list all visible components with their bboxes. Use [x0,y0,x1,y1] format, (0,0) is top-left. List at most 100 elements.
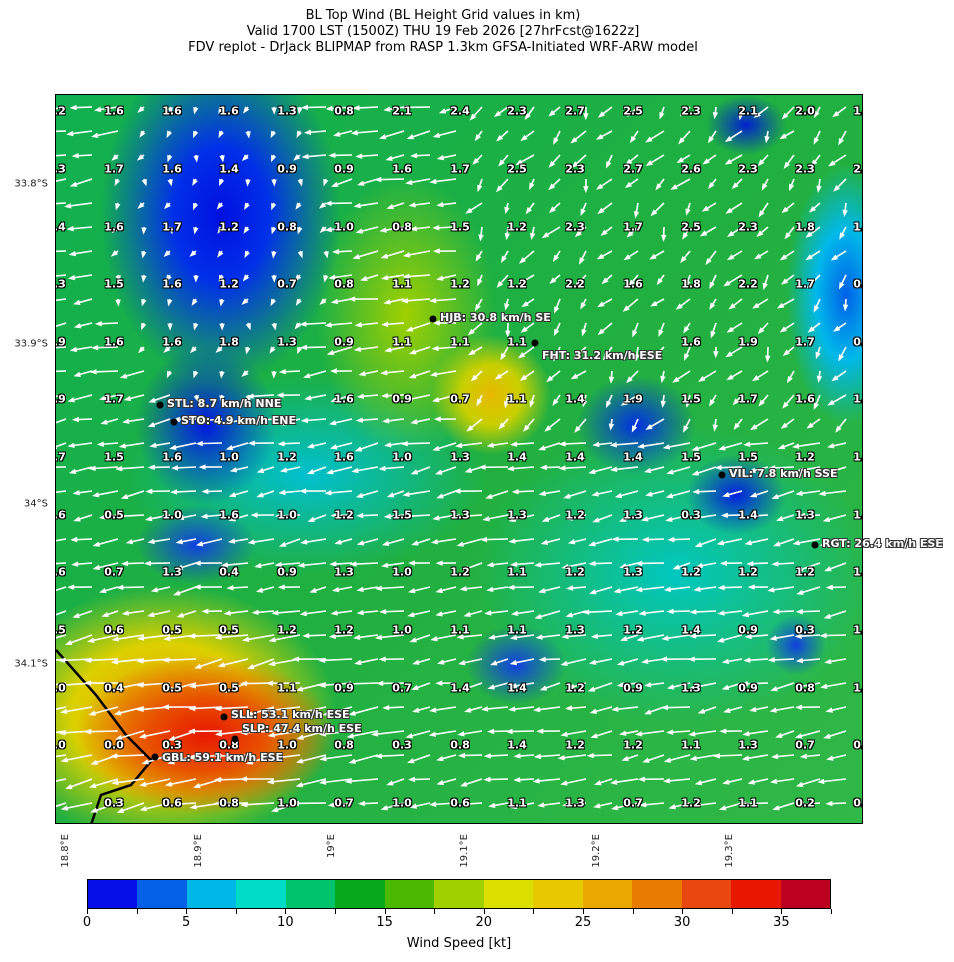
wind-arrow [271,178,277,187]
wind-arrow [400,104,431,111]
wind-arrow [323,274,329,283]
wind-arrow [374,585,405,592]
wind-arrow [301,104,327,111]
wind-arrow [138,346,145,354]
grid-value: 1.1 [507,623,527,637]
wind-arrow [271,274,277,283]
wind-arrow [303,370,327,379]
wind-arrow [838,130,847,146]
grid-value: 1.8 [795,220,815,234]
wind-arrow [167,154,173,163]
wind-arrow [73,514,93,522]
wind-arrow [724,154,743,165]
wind-arrow [428,730,457,737]
grid-value: 1.2 [277,623,297,637]
wind-arrow [382,418,405,424]
colorbar-tick [583,909,584,914]
wind-arrow [752,298,769,309]
wind-arrow [779,130,795,140]
wind-arrow [750,418,769,431]
grid-value: 0.9 [738,681,758,695]
grid-value: 2.3 [738,162,758,176]
wind-arrow [56,130,67,133]
wind-arrow [406,130,431,140]
wind-arrow [164,778,197,787]
wind-arrow [596,178,613,190]
wind-arrow [332,248,353,255]
wind-arrow [113,706,145,716]
wind-arrow [436,274,457,281]
wind-arrow [680,250,691,264]
wind-arrow [541,226,561,239]
wind-arrow [65,778,93,790]
wind-arrow [701,202,717,212]
lon-label: 19°E [326,834,337,859]
wind-arrow [68,250,93,257]
wind-arrow [717,634,743,643]
wind-arrow [486,586,509,593]
grid-value: 1.6 [104,104,124,118]
grid-value: 2.1 [392,104,412,118]
wind-arrow [453,488,483,494]
wind-arrow [827,394,847,406]
wind-arrow [637,442,665,449]
wind-arrow [71,153,93,159]
grid-value: 1.0 [277,508,297,522]
wind-arrow [72,610,93,618]
wind-arrow [515,154,535,166]
grid-value: 0.8 [219,796,239,810]
wind-arrow [400,441,431,447]
wind-arrow [278,538,301,547]
grid-value: 1.3 [738,738,758,752]
wind-arrow [458,752,483,759]
wind-arrow [635,560,665,567]
wind-arrow [217,250,224,258]
wind-arrow [508,538,535,544]
wind-arrow [386,202,405,210]
wind-arrow [611,536,639,542]
wind-arrow [535,634,561,640]
wind-arrow [456,634,483,640]
wind-arrow [295,706,327,716]
wind-arrow [720,512,743,519]
wind-arrow [608,418,615,431]
wind-arrow [435,466,457,475]
wind-arrow [432,514,457,521]
wind-arrow [458,658,483,666]
grid-value: 1.2 [277,450,297,464]
wind-arrow [381,274,405,281]
wind-arrow [553,346,561,362]
wind-arrow [483,753,509,759]
wind-arrow [509,802,535,810]
wind-arrow [753,106,769,118]
grid-value: 2.2 [738,277,758,291]
wind-arrow [505,322,511,338]
wind-arrow [330,610,353,616]
grid-value: 1.2 [219,220,239,234]
wind-arrow [769,778,795,785]
wind-arrow [838,346,847,362]
wind-arrow [278,489,301,496]
wind-arrow [350,130,379,136]
grid-value: 0.8 [450,738,470,752]
wind-arrow [524,106,535,120]
wind-arrow [456,538,483,547]
wind-arrow [588,560,613,567]
wind-arrow [267,706,301,713]
wind-arrow [354,658,379,666]
grid-value: 1.0 [277,738,297,752]
wind-arrow [519,370,535,381]
wind-arrow [66,225,93,232]
grid-value: 1.5 [104,277,124,291]
wind-arrow [326,346,353,356]
wind-arrow [611,706,639,712]
colorbar-tick [781,909,783,914]
grid-value: 1.1 [450,335,470,349]
wind-arrow [592,514,613,523]
wind-arrow [609,466,639,473]
wind-arrow [455,442,483,449]
grid-value: 1.4 [450,681,470,695]
wind-arrow [356,538,379,546]
wind-arrow [830,250,847,261]
grid-value: 1.2 [623,738,643,752]
